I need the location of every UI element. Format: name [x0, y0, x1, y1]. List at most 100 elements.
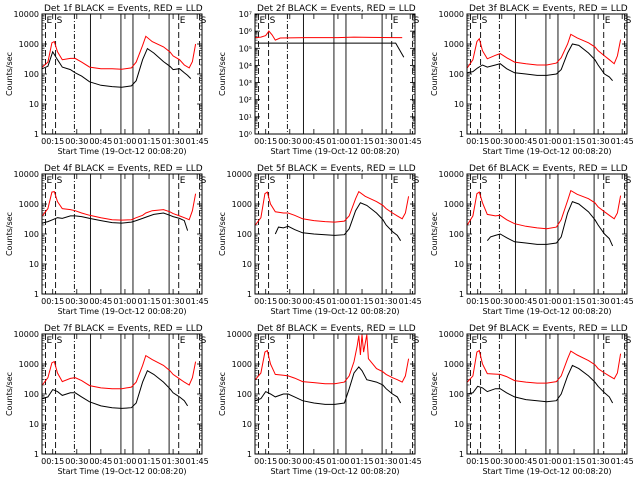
y-tick-label: 1000 [232, 360, 252, 369]
event-marker-letter: S [482, 16, 488, 26]
event-marker-letter: E [46, 176, 52, 186]
x-tick-label: 00:30 [65, 297, 88, 306]
lld-series-line [255, 334, 410, 385]
x-tick-label: 00:15 [254, 457, 277, 466]
y-tick-label: 10⁷ [239, 10, 252, 19]
panel-2: Det 2f BLACK = Events, RED = LLD 10⁰ 10¹ 10… [218, 4, 422, 156]
plot-frame [41, 13, 203, 135]
y-tick-label: 10 [242, 260, 252, 269]
x-tick-label: 01:15 [137, 137, 160, 146]
events-series-line [467, 43, 613, 82]
events-series-line [486, 200, 614, 247]
panel-title: Det 5f BLACK = Events, RED = LLD [257, 164, 416, 174]
event-marker-letter: S [482, 336, 488, 346]
x-tick-label: 00:30 [65, 457, 88, 466]
x-tick-label: 01:00 [538, 457, 561, 466]
y-tick-label: 1 [247, 290, 252, 299]
x-tick-label: 01:00 [326, 457, 349, 466]
x-tick-label: 00:45 [302, 297, 325, 306]
y-tick-label: 10¹ [239, 113, 252, 122]
event-marker-letter: S [57, 336, 63, 346]
y-tick-label: 10000 [227, 330, 252, 339]
y-axis-label: Counts/sec [430, 372, 439, 416]
event-marker-letter: E [46, 16, 52, 26]
x-axis-label: Start Time (19-Oct-12 00:08:20) [270, 147, 399, 156]
event-marker-letter: E [180, 176, 186, 186]
lld-series-line [467, 33, 622, 69]
y-tick-label: 10 [454, 420, 464, 429]
x-tick-label: 00:15 [466, 137, 489, 146]
y-axis-label: Counts/sec [430, 212, 439, 256]
x-tick-label: 00:30 [490, 457, 513, 466]
x-tick-label: 01:30 [587, 137, 610, 146]
y-tick-label: 10 [242, 420, 252, 429]
event-marker-letter: E [605, 16, 611, 26]
event-marker-letter: S [482, 176, 488, 186]
y-tick-label: 10000 [439, 330, 464, 339]
x-axis-label: Start Time (19-Oct-12 00:08:20) [57, 147, 186, 156]
y-tick-label: 1 [34, 290, 39, 299]
panel-title: Det 6f BLACK = Events, RED = LLD [469, 164, 628, 174]
events-series-line [255, 366, 402, 405]
event-marker-letter: E [393, 336, 399, 346]
y-axis-label: Counts/sec [218, 212, 227, 256]
panel-8: Det 8f BLACK = Events, RED = LLD 1 10 100 10… [218, 324, 422, 476]
plot-frame [41, 333, 203, 455]
y-axis-label: Counts/sec [430, 52, 439, 96]
x-tick-label: 01:45 [399, 457, 422, 466]
x-tick-label: 01:45 [186, 457, 209, 466]
event-marker-letter: S [270, 16, 276, 26]
panel-title: Det 9f BLACK = Events, RED = LLD [469, 324, 628, 334]
x-tick-label: 01:30 [375, 137, 398, 146]
y-axis-label: Counts/sec [5, 52, 14, 96]
x-tick-label: 00:15 [466, 297, 489, 306]
x-tick-label: 00:30 [278, 137, 301, 146]
event-marker-letter: S [201, 16, 207, 26]
event-marker-letter: E [180, 16, 186, 26]
panel-4: Det 4f BLACK = Events, RED = LLD 1 10 100 10… [5, 164, 209, 316]
events-series-line [42, 369, 189, 409]
y-tick-label: 100 [449, 70, 464, 79]
y-axis-label: Counts/sec [5, 372, 14, 416]
y-axis-label: Counts/sec [218, 52, 227, 96]
y-tick-label: 10⁶ [239, 27, 252, 36]
event-marker-letter: E [471, 176, 477, 186]
events-series-line [42, 212, 189, 231]
y-tick-label: 1000 [19, 360, 39, 369]
x-axis-label: Start Time (19-Oct-12 00:08:20) [482, 307, 611, 316]
x-tick-label: 01:15 [562, 297, 585, 306]
y-tick-label: 100 [449, 390, 464, 399]
event-marker-letter: S [414, 16, 420, 26]
event-marker-letter: S [57, 16, 63, 26]
y-axis-label: Counts/sec [218, 372, 227, 416]
lld-series-line [42, 191, 197, 221]
x-tick-label: 00:45 [89, 457, 112, 466]
y-tick-label: 10 [454, 100, 464, 109]
event-marker-letter: S [626, 336, 632, 346]
x-tick-label: 00:45 [514, 297, 537, 306]
x-tick-label: 00:45 [89, 297, 112, 306]
x-tick-label: 01:15 [350, 297, 373, 306]
x-tick-label: 00:15 [41, 137, 64, 146]
y-tick-label: 1000 [444, 360, 464, 369]
plot-frame [466, 333, 628, 455]
x-tick-label: 01:30 [587, 297, 610, 306]
event-marker-letter: S [201, 176, 207, 186]
x-tick-label: 00:30 [65, 137, 88, 146]
event-marker-letter: E [471, 16, 477, 26]
y-tick-label: 100 [237, 390, 252, 399]
x-tick-label: 01:45 [399, 297, 422, 306]
x-tick-label: 01:30 [162, 457, 185, 466]
y-tick-label: 1 [34, 130, 39, 139]
x-tick-label: 01:00 [113, 297, 136, 306]
y-tick-label: 10 [29, 100, 39, 109]
x-tick-label: 01:30 [162, 137, 185, 146]
x-tick-label: 01:45 [186, 137, 209, 146]
x-tick-label: 00:15 [466, 457, 489, 466]
y-tick-label: 1000 [444, 200, 464, 209]
lld-series-line [255, 190, 410, 226]
x-tick-label: 00:30 [490, 297, 513, 306]
x-tick-label: 01:00 [326, 137, 349, 146]
x-tick-label: 01:45 [611, 137, 634, 146]
